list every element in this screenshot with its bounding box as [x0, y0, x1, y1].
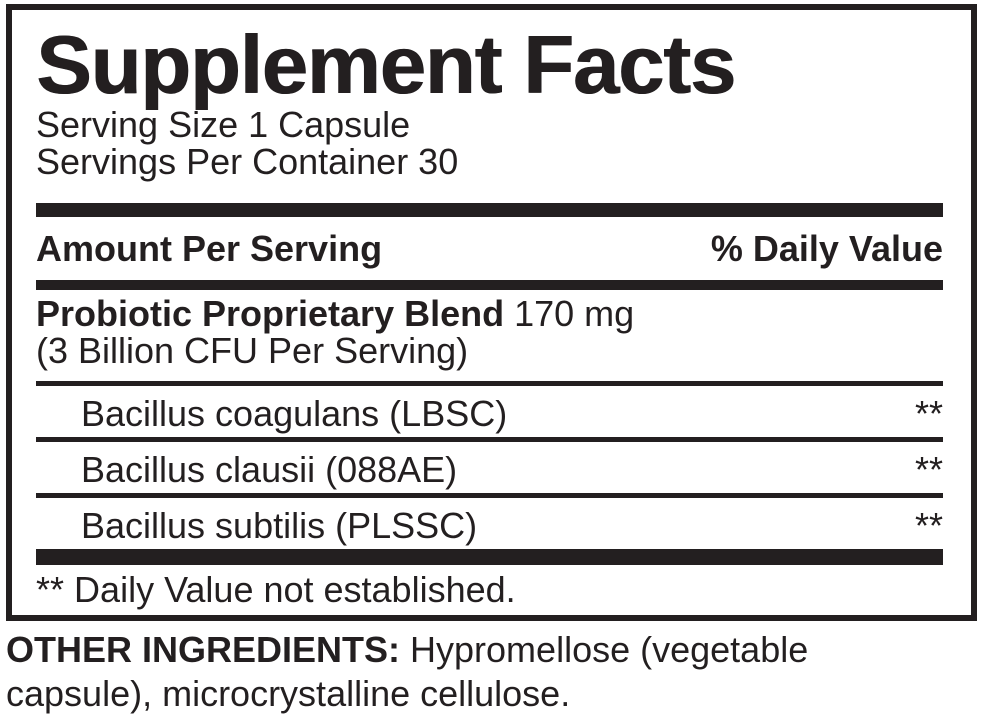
ingredient-name: Bacillus subtilis (PLSSC) — [81, 505, 478, 546]
blend-detail: (3 Billion CFU Per Serving) — [36, 330, 469, 371]
footnote-symbol: ** — [36, 569, 65, 610]
footnote-text: Daily Value not established. — [74, 569, 516, 610]
other-ingredients-label: OTHER INGREDIENTS: — [6, 629, 401, 670]
servings-per-container: Servings Per Container 30 — [36, 141, 459, 182]
column-header-row: Amount Per Serving % Daily Value — [36, 217, 943, 267]
row-divider — [36, 381, 943, 386]
panel-title: Supplement Facts — [36, 18, 736, 111]
serving-size: Serving Size 1 Capsule — [36, 104, 411, 145]
supplement-facts-panel: Supplement Facts Serving Size 1 Capsule … — [6, 4, 977, 621]
ingredient-row: Bacillus subtilis (PLSSC) ** — [36, 498, 943, 549]
ingredient-row: Bacillus coagulans (LBSC) ** — [36, 386, 943, 437]
ingredient-daily-value: ** — [914, 505, 943, 546]
blend-amount: 170 mg — [514, 293, 635, 334]
heavy-divider-bottom — [36, 549, 943, 565]
ingredient-name: Bacillus coagulans (LBSC) — [81, 393, 508, 434]
other-ingredients: OTHER INGREDIENTS: Hypromellose (vegetab… — [6, 628, 964, 716]
ingredient-daily-value: ** — [914, 449, 943, 490]
other-ingredients-text: Hypromellose (vegetable capsule), microc… — [6, 629, 809, 714]
row-divider — [36, 493, 943, 498]
footnote: ** Daily Value not established. — [36, 565, 943, 608]
supplement-label: Supplement Facts Serving Size 1 Capsule … — [6, 4, 977, 716]
header-divider — [36, 280, 943, 290]
amount-per-serving-label: Amount Per Serving — [36, 228, 383, 269]
heavy-divider-top — [36, 203, 943, 217]
ingredient-daily-value: ** — [914, 393, 943, 434]
ingredient-name: Bacillus clausii (088AE) — [81, 449, 458, 490]
ingredient-row: Bacillus clausii (088AE) ** — [36, 442, 943, 493]
blend-name: Probiotic Proprietary Blend — [36, 293, 505, 334]
daily-value-label: % Daily Value — [710, 228, 943, 269]
blend-line: Probiotic Proprietary Blend 170 mg — [36, 295, 943, 332]
blend-row: Probiotic Proprietary Blend 170 mg (3 Bi… — [36, 290, 943, 369]
row-divider — [36, 437, 943, 442]
